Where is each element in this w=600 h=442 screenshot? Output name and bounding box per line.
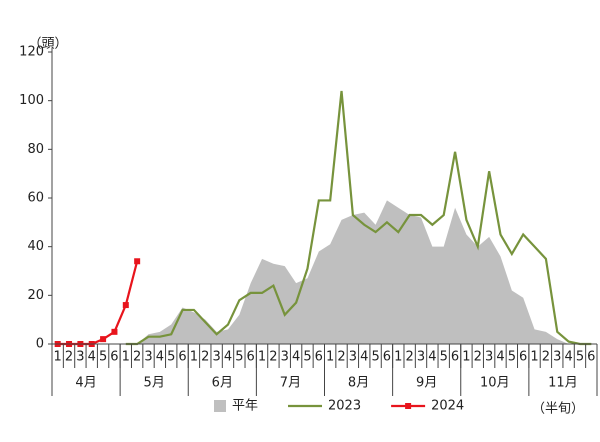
- x-tick-label: 6: [383, 350, 391, 365]
- x-tick-label: 3: [485, 350, 493, 365]
- x-tick-label: 5: [303, 350, 311, 365]
- x-tick-label: 3: [553, 350, 561, 365]
- x-tick-label: 5: [99, 350, 107, 365]
- x-tick-label: 4: [156, 350, 164, 365]
- x-tick-label: 4: [496, 350, 504, 365]
- x-tick-label: 5: [235, 350, 243, 365]
- group-label: 8月: [348, 376, 369, 391]
- x-tick-label: 3: [281, 350, 289, 365]
- marker: [134, 258, 141, 265]
- x-tick-label: 1: [190, 350, 198, 365]
- legend-swatch: [214, 400, 226, 412]
- x-tick-label: 6: [110, 350, 118, 365]
- y-tick-label: 80: [27, 142, 44, 157]
- group-label: 11月: [548, 376, 578, 391]
- x-tick-label: 3: [417, 350, 425, 365]
- x-tick-label: 1: [122, 350, 130, 365]
- y-tick-label: 0: [36, 337, 44, 352]
- x-tick-label: 2: [542, 350, 550, 365]
- x-tick-label: 1: [258, 350, 266, 365]
- x-tick-label: 3: [144, 350, 152, 365]
- legend-label: 2023: [328, 399, 361, 414]
- group-label: 6月: [212, 376, 233, 391]
- x-tick-label: 3: [212, 350, 220, 365]
- x-tick-label: 6: [247, 350, 255, 365]
- group-label: 10月: [480, 376, 510, 391]
- line: [125, 90, 592, 346]
- x-tick-label: 6: [519, 350, 527, 365]
- x-tick-label: 4: [88, 350, 96, 365]
- group-label: 7月: [280, 376, 301, 391]
- x-tick-label: 2: [269, 350, 277, 365]
- x-tick-label: 5: [440, 350, 448, 365]
- x-tick-label: 6: [451, 350, 459, 365]
- area: [57, 200, 592, 344]
- marker: [100, 336, 107, 343]
- x-tick-label: 2: [201, 350, 209, 365]
- x-tick-label: 6: [587, 350, 595, 365]
- x-tick-label: 2: [406, 350, 414, 365]
- x-tick-label: 1: [54, 350, 62, 365]
- x-tick-label: 1: [326, 350, 334, 365]
- x-tick-label: 3: [349, 350, 357, 365]
- group-label: 9月: [416, 376, 437, 391]
- y-tick-label: 20: [27, 288, 44, 303]
- marker: [111, 328, 118, 335]
- marker: [122, 302, 129, 309]
- x-tick-label: 4: [360, 350, 368, 365]
- x-tick-label: 3: [76, 350, 84, 365]
- x-tick-label: 5: [508, 350, 516, 365]
- x-tick-label: 1: [530, 350, 538, 365]
- x-tick-label: 1: [394, 350, 402, 365]
- group-label: 5月: [144, 376, 165, 391]
- x-tick-label: 5: [371, 350, 379, 365]
- y-tick-label: 100: [19, 93, 44, 108]
- legend-marker: [405, 403, 412, 409]
- group-label: 4月: [75, 376, 96, 391]
- x-tick-label: 2: [133, 350, 141, 365]
- y-tick-label: 120: [19, 45, 44, 60]
- legend-label: 平年: [232, 399, 258, 414]
- x-tick-label: 4: [224, 350, 232, 365]
- legend-label: 2024: [431, 399, 464, 414]
- x-tick-label: 1: [462, 350, 470, 365]
- y-tick-label: 60: [27, 191, 44, 206]
- x-tick-label: 4: [564, 350, 572, 365]
- x-axis-label: （半旬）: [532, 402, 584, 417]
- x-tick-label: 2: [337, 350, 345, 365]
- x-tick-label: 2: [65, 350, 73, 365]
- x-tick-label: 5: [576, 350, 584, 365]
- y-axis-label: （頭）: [28, 37, 67, 52]
- x-tick-label: 2: [474, 350, 482, 365]
- x-tick-label: 5: [167, 350, 175, 365]
- x-tick-label: 6: [315, 350, 323, 365]
- y-tick-label: 40: [27, 239, 44, 254]
- x-tick-label: 4: [428, 350, 436, 365]
- x-tick-label: 4: [292, 350, 300, 365]
- x-tick-label: 6: [178, 350, 186, 365]
